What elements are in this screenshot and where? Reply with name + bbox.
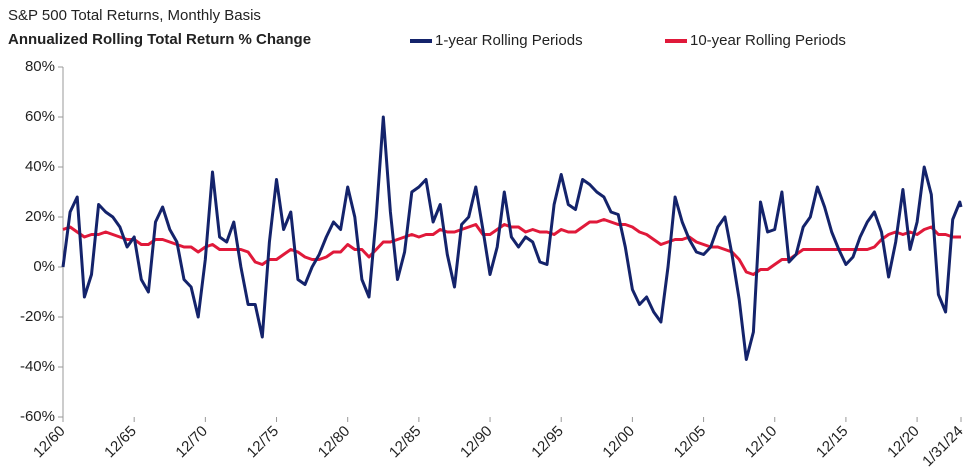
y-tick-label: -20%: [20, 308, 55, 325]
chart-subtitle: Annualized Rolling Total Return % Change: [8, 31, 311, 48]
x-tick-label: 12/75: [244, 423, 283, 462]
y-tick-label: 60%: [25, 108, 55, 125]
legend-label: 1-year Rolling Periods: [435, 32, 583, 49]
y-tick-label: 0%: [33, 258, 55, 275]
x-tick-label: 12/00: [599, 423, 638, 462]
legend-label: 10-year Rolling Periods: [690, 32, 846, 49]
y-tick-label: 40%: [25, 158, 55, 175]
x-tick-label: 12/60: [30, 423, 69, 462]
x-tick-label: 12/05: [671, 423, 710, 462]
x-tick-label: 12/90: [457, 423, 496, 462]
x-tick-label: 12/95: [528, 423, 567, 462]
y-tick-label: -40%: [20, 358, 55, 375]
chart-title: S&P 500 Total Returns, Monthly Basis: [8, 7, 261, 24]
series-line: [61, 115, 963, 361]
y-tick-label: 80%: [25, 58, 55, 75]
x-tick-label: 12/20: [884, 423, 923, 462]
x-tick-label: 12/85: [386, 423, 425, 462]
series-line: [62, 218, 962, 276]
x-tick-label: 12/10: [742, 423, 781, 462]
y-tick-label: -60%: [20, 408, 55, 425]
x-tick-label: 12/70: [172, 423, 211, 462]
y-tick-label: 20%: [25, 208, 55, 225]
x-tick-label: 1/31/24: [919, 423, 966, 470]
x-tick-label: 12/15: [813, 423, 852, 462]
x-tick-label: 12/65: [101, 423, 140, 462]
x-tick-label: 12/80: [315, 423, 354, 462]
